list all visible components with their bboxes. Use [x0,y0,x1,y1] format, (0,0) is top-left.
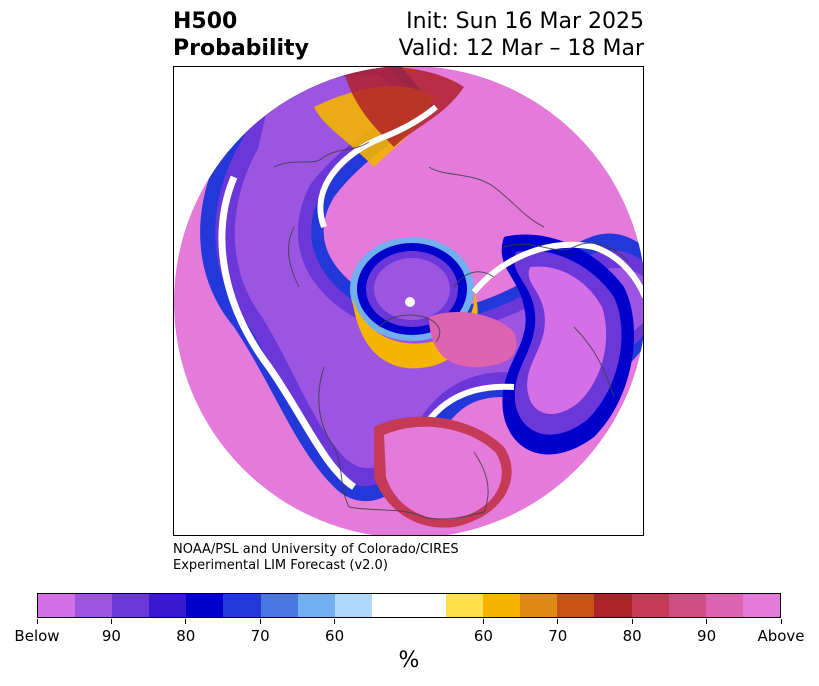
colorbar-tick-label: 70 [250,627,270,645]
probability-field [174,67,643,535]
colorbar-tick-label: 60 [473,627,493,645]
colorbar-segment [260,594,298,617]
colorbar-segment [149,594,187,617]
colorbar [37,593,781,618]
colorbar-unit: % [398,648,420,673]
title-line-2: Probability [173,36,309,61]
colorbar-segment [594,594,632,617]
colorbar-tick [185,619,187,624]
credit-line-1: NOAA/PSL and University of Colorado/CIRE… [173,542,459,557]
colorbar-tick-label: 80 [176,627,196,645]
colorbar-segment [297,594,335,617]
colorbar-tick-label: 90 [101,627,121,645]
colorbar-segment [631,594,669,617]
colorbar-tick [557,619,559,624]
chart-title: H500 Probability [173,8,309,62]
colorbar-segment [38,594,76,617]
colorbar-tick-label: 70 [548,627,568,645]
colorbar-tick-label: Above [757,627,805,645]
colorbar-tick [631,619,633,624]
colorbar-tick [334,619,336,624]
colorbar-segment [75,594,113,617]
credit-line-2: Experimental LIM Forecast (v2.0) [173,558,388,573]
colorbar-tick-label: 60 [325,627,345,645]
colorbar-tick-label: 80 [622,627,642,645]
colorbar-segment [446,594,484,617]
colorbar-segment [112,594,150,617]
map-panel [173,66,644,536]
probability-map [174,67,643,535]
colorbar-tick [706,619,708,624]
colorbar-tick [110,619,112,624]
colorbar-tick [482,619,484,624]
north-pole-marker [405,297,415,307]
colorbar-segment [668,594,706,617]
colorbar-tick [780,619,782,624]
colorbar-segment [186,594,224,617]
colorbar-segment [557,594,595,617]
colorbar-tick-label: 90 [697,627,717,645]
colorbar-segment [742,594,780,617]
forecast-dates: Init: Sun 16 Mar 2025 Valid: 12 Mar – 18… [399,8,644,62]
colorbar-segment [705,594,743,617]
init-date: Init: Sun 16 Mar 2025 [406,9,644,34]
colorbar-tick-label: Below [14,627,60,645]
colorbar-segment [334,594,372,617]
credit-text: NOAA/PSL and University of Colorado/CIRE… [173,542,459,574]
colorbar-segment [371,594,447,617]
colorbar-segment [483,594,521,617]
title-line-1: H500 [173,9,238,34]
colorbar-segment [520,594,558,617]
valid-date: Valid: 12 Mar – 18 Mar [398,36,644,61]
colorbar-tick [36,619,38,624]
colorbar-tick [259,619,261,624]
colorbar-segment [223,594,261,617]
